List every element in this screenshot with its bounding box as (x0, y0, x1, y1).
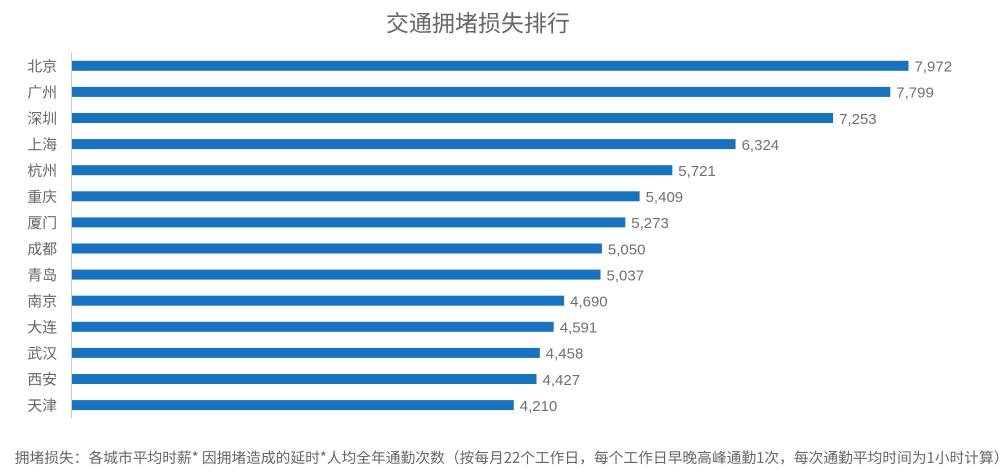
svg-text:4,690: 4,690 (570, 294, 608, 311)
svg-text:5,050: 5,050 (608, 241, 646, 258)
svg-text:5,273: 5,273 (631, 215, 669, 232)
svg-text:7,799: 7,799 (896, 85, 934, 102)
svg-text:4,210: 4,210 (520, 398, 558, 415)
svg-text:5,721: 5,721 (678, 163, 716, 180)
svg-text:4,591: 4,591 (560, 320, 598, 337)
svg-text:4,427: 4,427 (543, 372, 581, 389)
svg-text:5,409: 5,409 (646, 189, 684, 206)
svg-text:6,324: 6,324 (742, 137, 780, 154)
svg-text:4,458: 4,458 (546, 346, 584, 363)
svg-text:7,253: 7,253 (839, 111, 877, 128)
svg-text:5,037: 5,037 (607, 267, 645, 284)
svg-text:7,972: 7,972 (915, 59, 953, 76)
